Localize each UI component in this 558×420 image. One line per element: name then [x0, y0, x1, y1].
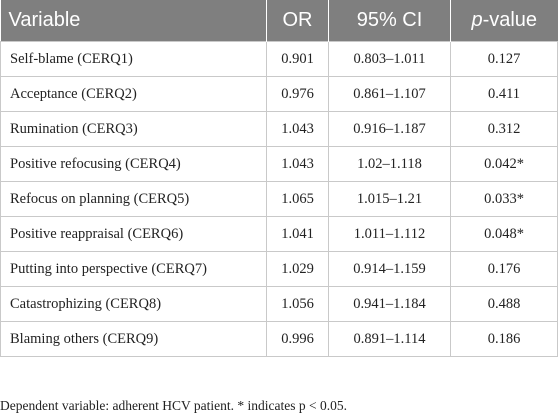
- cell-confidence-interval: 0.891–1.114: [328, 321, 451, 357]
- cell-p-value: 0.048*: [450, 216, 558, 252]
- cell-variable: Refocus on planning (CERQ5): [0, 181, 267, 217]
- table-body: Self-blame (CERQ1) 0.901 0.803–1.011 0.1…: [0, 41, 558, 357]
- cell-odds-ratio: 1.065: [266, 181, 329, 217]
- results-table: Variable OR 95% CI p-value Self-blame (C…: [0, 0, 558, 357]
- cell-p-value: 0.312: [450, 111, 558, 147]
- cell-p-value: 0.186: [450, 321, 558, 357]
- header-confidence-interval: 95% CI: [328, 0, 451, 42]
- header-variable: Variable: [0, 0, 267, 42]
- header-odds-ratio: OR: [266, 0, 329, 42]
- cell-variable: Catastrophizing (CERQ8): [0, 286, 267, 322]
- header-p-value: p-value: [450, 0, 558, 42]
- results-table-container: Variable OR 95% CI p-value Self-blame (C…: [0, 0, 558, 357]
- cell-odds-ratio: 1.043: [266, 111, 329, 147]
- cell-p-value: 0.411: [450, 76, 558, 112]
- header-p-value-suffix: -value: [482, 9, 538, 31]
- cell-variable: Positive refocusing (CERQ4): [0, 146, 267, 182]
- cell-variable: Blaming others (CERQ9): [0, 321, 267, 357]
- table-row: Putting into perspective (CERQ7) 1.029 0…: [0, 251, 558, 287]
- header-p-value-prefix: p: [471, 9, 483, 31]
- table-row: Acceptance (CERQ2) 0.976 0.861–1.107 0.4…: [0, 76, 558, 112]
- cell-confidence-interval: 0.916–1.187: [328, 111, 451, 147]
- cell-odds-ratio: 1.029: [266, 251, 329, 287]
- table-row: Catastrophizing (CERQ8) 1.056 0.941–1.18…: [0, 286, 558, 322]
- cell-confidence-interval: 0.803–1.011: [328, 41, 451, 77]
- cell-odds-ratio: 1.041: [266, 216, 329, 252]
- cell-variable: Self-blame (CERQ1): [0, 41, 267, 77]
- cell-confidence-interval: 0.914–1.159: [328, 251, 451, 287]
- cell-p-value: 0.127: [450, 41, 558, 77]
- table-footnote: Dependent variable: adherent HCV patient…: [0, 398, 348, 413]
- table-row: Self-blame (CERQ1) 0.901 0.803–1.011 0.1…: [0, 41, 558, 77]
- cell-confidence-interval: 0.861–1.107: [328, 76, 451, 112]
- cell-odds-ratio: 0.976: [266, 76, 329, 112]
- table-row: Positive refocusing (CERQ4) 1.043 1.02–1…: [0, 146, 558, 182]
- cell-variable: Acceptance (CERQ2): [0, 76, 267, 112]
- table-row: Blaming others (CERQ9) 0.996 0.891–1.114…: [0, 321, 558, 357]
- cell-p-value: 0.042*: [450, 146, 558, 182]
- cell-confidence-interval: 1.015–1.21: [328, 181, 451, 217]
- cell-confidence-interval: 1.011–1.112: [328, 216, 451, 252]
- cell-variable: Putting into perspective (CERQ7): [0, 251, 267, 287]
- cell-p-value: 0.488: [450, 286, 558, 322]
- cell-odds-ratio: 0.901: [266, 41, 329, 77]
- cell-variable: Positive reappraisal (CERQ6): [0, 216, 267, 252]
- cell-odds-ratio: 0.996: [266, 321, 329, 357]
- table-header-row: Variable OR 95% CI p-value: [0, 0, 558, 42]
- cell-p-value: 0.033*: [450, 181, 558, 217]
- table-row: Refocus on planning (CERQ5) 1.065 1.015–…: [0, 181, 558, 217]
- cell-odds-ratio: 1.043: [266, 146, 329, 182]
- cell-p-value: 0.176: [450, 251, 558, 287]
- cell-variable: Rumination (CERQ3): [0, 111, 267, 147]
- cell-odds-ratio: 1.056: [266, 286, 329, 322]
- cell-confidence-interval: 0.941–1.184: [328, 286, 451, 322]
- cell-confidence-interval: 1.02–1.118: [328, 146, 451, 182]
- table-row: Positive reappraisal (CERQ6) 1.041 1.011…: [0, 216, 558, 252]
- table-row: Rumination (CERQ3) 1.043 0.916–1.187 0.3…: [0, 111, 558, 147]
